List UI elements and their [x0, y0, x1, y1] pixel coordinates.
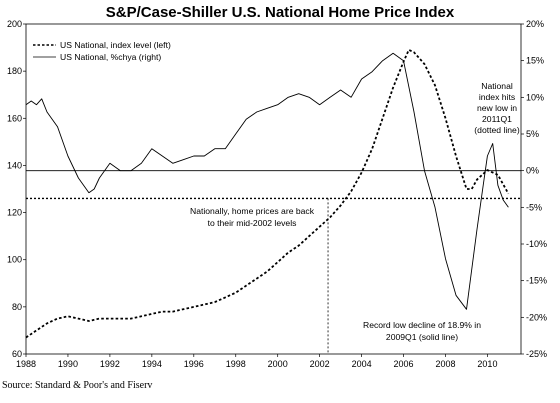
annotation-new-low-line5: (dotted line)	[474, 125, 520, 135]
x-tick-label: 1992	[100, 359, 120, 369]
y-left-tick-label: 120	[7, 208, 22, 218]
annotation-new-low-line4: 2011Q1	[482, 114, 512, 124]
x-tick-label: 2004	[352, 359, 372, 369]
legend: US National, index level (left) US Natio…	[31, 37, 189, 65]
y-right-tick-label: 0%	[526, 166, 539, 176]
x-tick-label: 2008	[435, 359, 455, 369]
y-axis-left: 60 80 100 120 140 160 180 200	[7, 19, 26, 359]
y-right-tick-label: 15%	[526, 56, 544, 66]
plot-area	[25, 23, 522, 355]
annotation-new-low-line1: National	[481, 81, 513, 91]
chart-title: S&P/Case-Shiller U.S. National Home Pric…	[106, 4, 455, 21]
series-line-index-level	[25, 49, 510, 339]
annotation-record-low-line1: Record low decline of 18.9% in	[363, 320, 481, 330]
annotation-mid2002-line2: to their mid-2002 levels	[208, 218, 297, 228]
y-right-tick-label: 10%	[526, 92, 544, 102]
x-tick-label: 2006	[394, 359, 414, 369]
series-line-chya	[25, 52, 509, 310]
y-right-tick-label: -10%	[526, 239, 547, 249]
y-right-tick-label: -15%	[526, 276, 547, 286]
annotation-mid2002-line1: Nationally, home prices are back	[190, 206, 315, 216]
y-left-tick-label: 160	[7, 113, 22, 123]
annotation-new-low-line3: new low in	[477, 103, 517, 113]
x-tick-label: 2000	[268, 359, 288, 369]
x-tick-label: 1996	[184, 359, 204, 369]
y-right-tick-label: 5%	[526, 129, 539, 139]
annotation-new-low-line2: index hits	[479, 92, 515, 102]
y-right-tick-label: 20%	[526, 19, 544, 29]
reference-lines	[26, 170, 521, 354]
annotation-mid2002: Nationally, home prices are back to thei…	[190, 206, 315, 228]
y-left-tick-label: 60	[12, 349, 22, 359]
legend-label-chya: US National, %chya (right)	[60, 52, 161, 62]
x-tick-label: 1990	[58, 359, 78, 369]
x-tick-label: 1988	[16, 359, 36, 369]
annotation-new-low: National index hits new low in 2011Q1 (d…	[474, 81, 520, 135]
y-left-tick-label: 140	[7, 160, 22, 170]
annotation-record-low-line2: 2009Q1 (solid line)	[386, 332, 458, 342]
y-left-tick-label: 180	[7, 66, 22, 76]
x-axis: 1988 1990 1992 1994 1996 1998 2000 2002 2004 2006…	[16, 354, 497, 369]
x-tick-label: 1994	[142, 359, 162, 369]
x-tick-label: 1998	[226, 359, 246, 369]
x-tick-label: 2010	[477, 359, 497, 369]
y-left-tick-label: 100	[7, 255, 22, 265]
y-right-tick-label: -25%	[526, 349, 547, 359]
x-tick-label: 2002	[310, 359, 330, 369]
y-left-tick-label: 200	[7, 19, 22, 29]
series-layer	[25, 49, 510, 339]
y-right-tick-label: -5%	[526, 202, 542, 212]
legend-label-index: US National, index level (left)	[60, 40, 171, 50]
y-left-tick-label: 80	[12, 302, 22, 312]
source-note: Source: Standard & Poor's and Fiserv	[2, 380, 152, 391]
legend-box	[31, 37, 189, 65]
y-right-tick-label: -20%	[526, 312, 547, 322]
y-axis-right: -25% -20% -15% -10% -5% 0% 5% 10% 15% 20%	[521, 19, 547, 359]
annotation-record-low: Record low decline of 18.9% in 2009Q1 (s…	[363, 320, 481, 342]
